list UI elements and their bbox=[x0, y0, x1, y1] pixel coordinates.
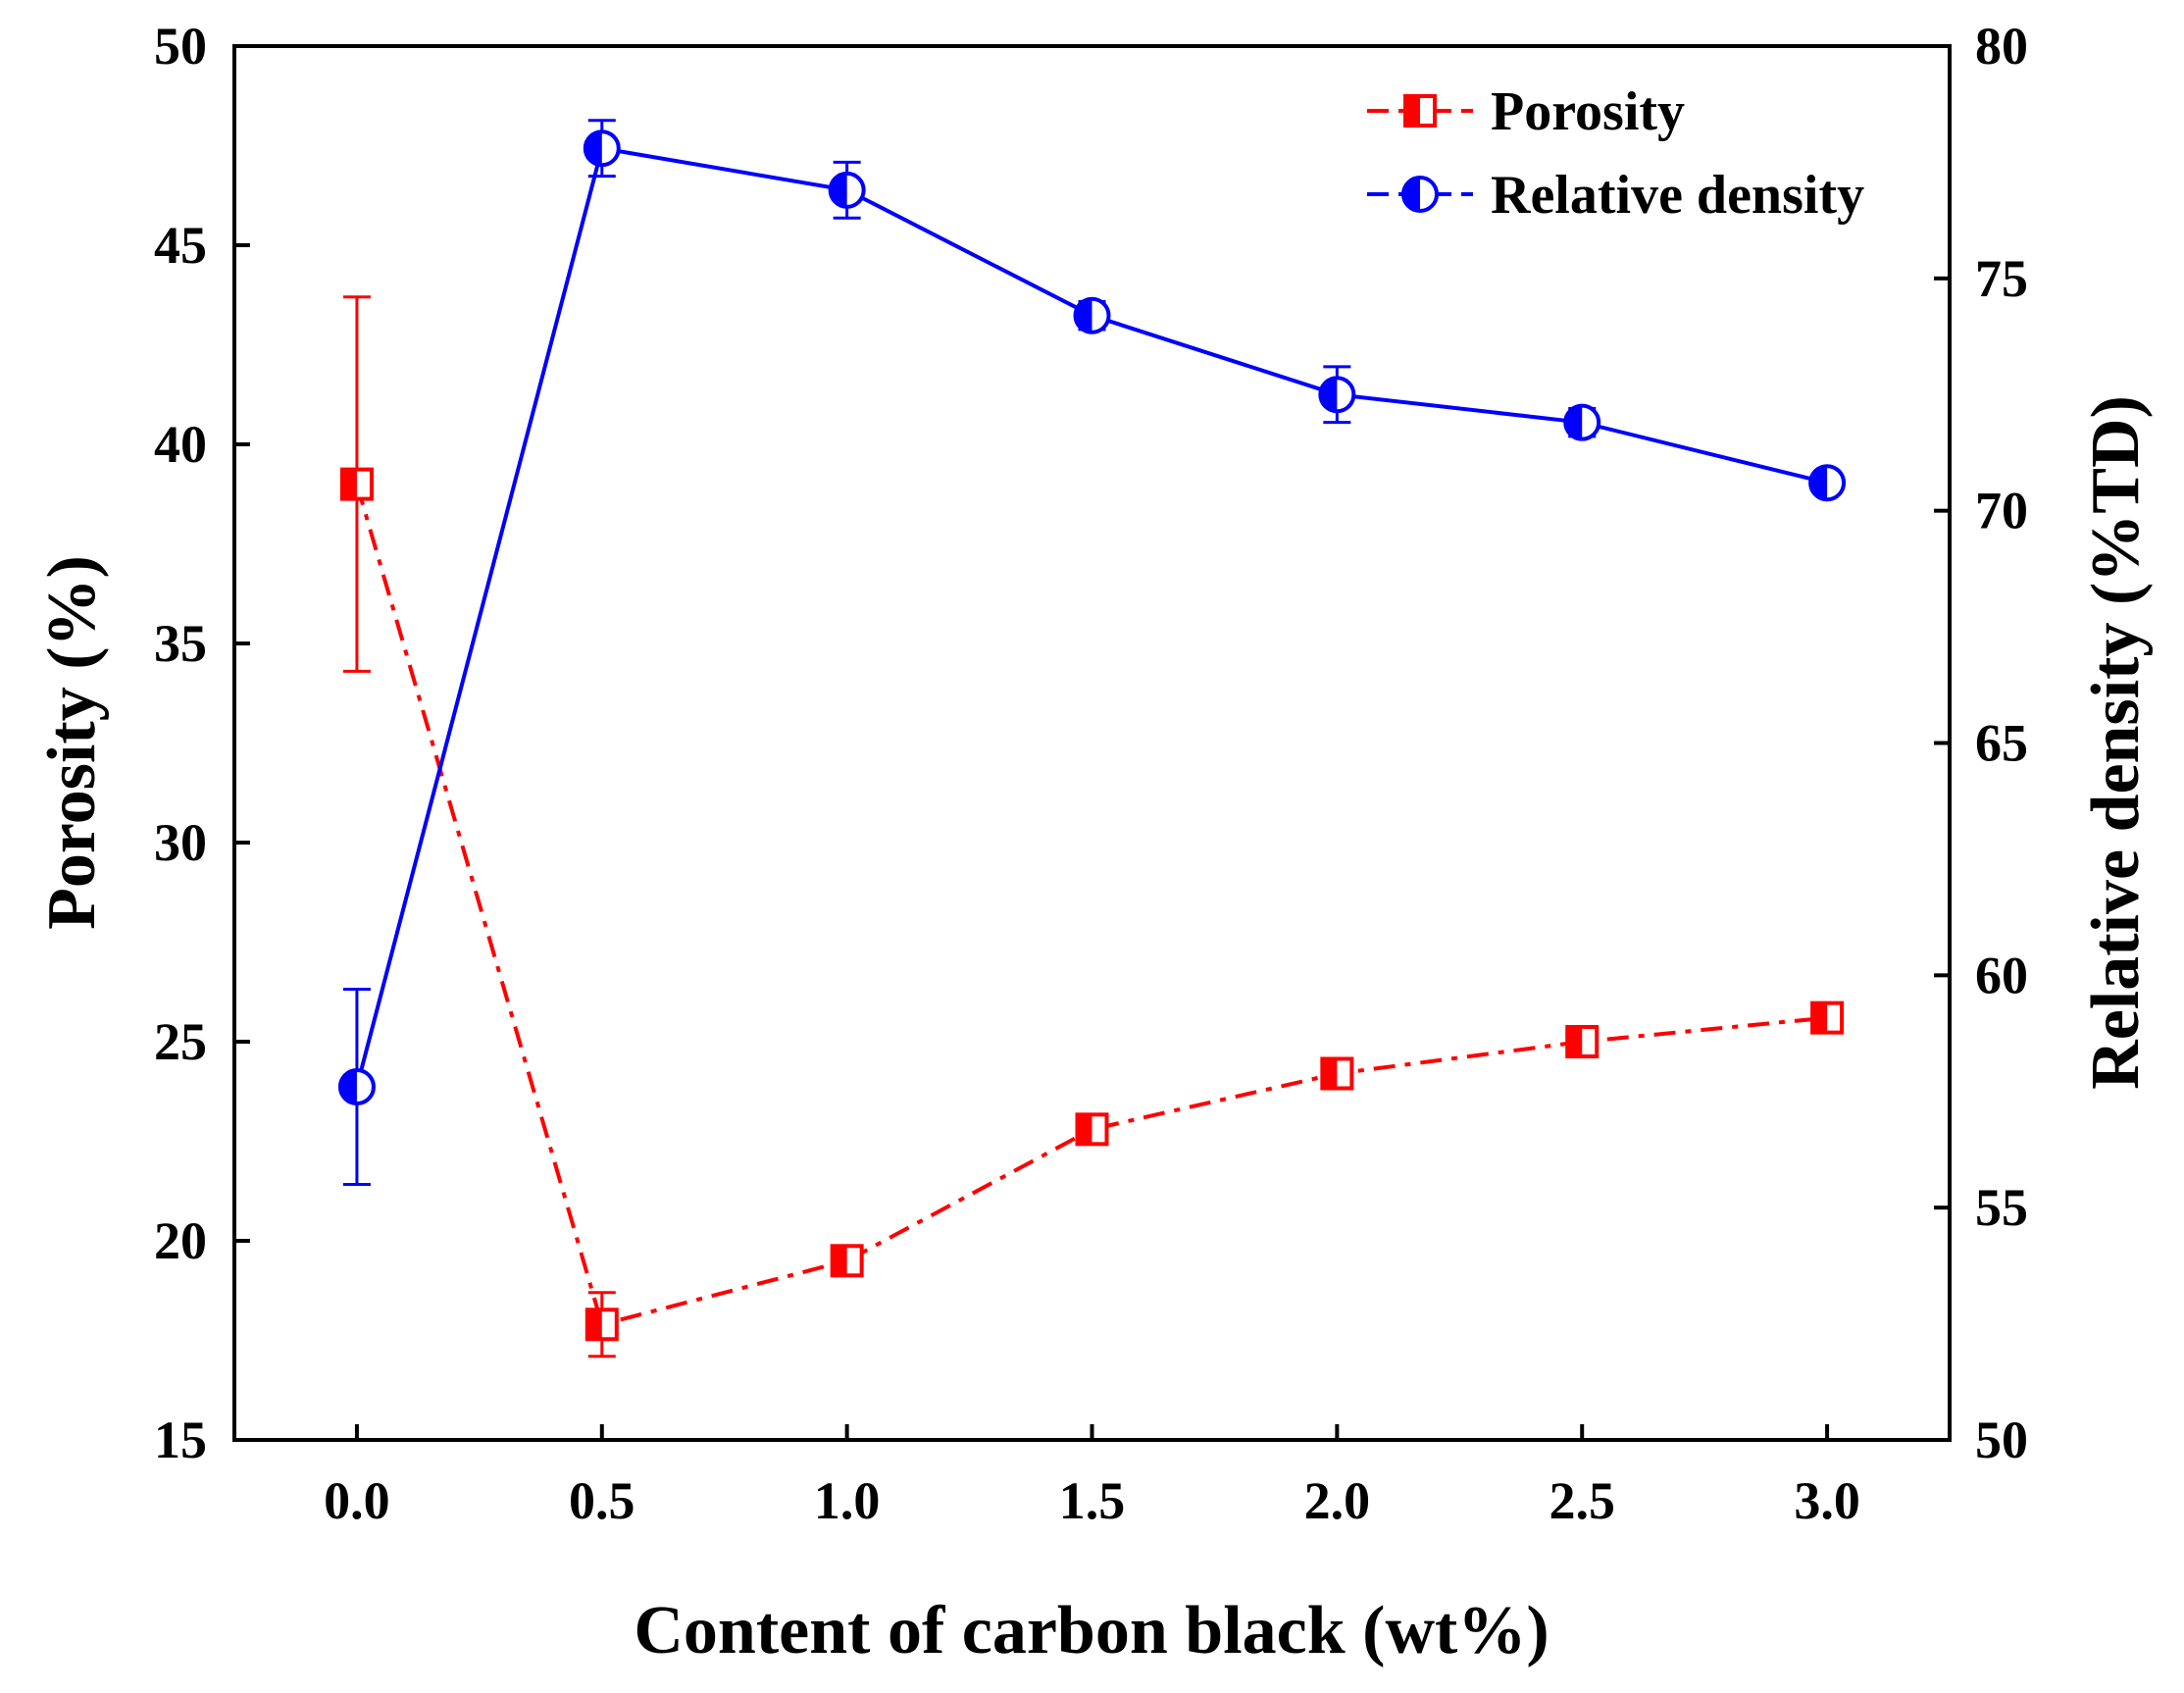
x-tick-label-1.0: 1.0 bbox=[814, 1471, 881, 1530]
relative-density-point-fill bbox=[1320, 378, 1338, 412]
y-right-tick-label-50: 50 bbox=[1975, 1411, 2028, 1469]
x-tick-label-0.5: 0.5 bbox=[569, 1471, 635, 1530]
x-tick-label-2.0: 2.0 bbox=[1304, 1471, 1371, 1530]
relative-density-point bbox=[1073, 296, 1111, 334]
y-left-tick-label-50: 50 bbox=[154, 17, 207, 76]
legend-label-porosity: Porosity bbox=[1491, 81, 1685, 142]
x-tick-label-2.5: 2.5 bbox=[1549, 1471, 1615, 1530]
y-left-tick-label-40: 40 bbox=[154, 415, 207, 474]
relative-density-point-fill bbox=[1810, 466, 1828, 500]
porosity-point bbox=[339, 467, 374, 501]
relative-density-point-fill bbox=[339, 1070, 357, 1104]
porosity-point bbox=[1565, 1025, 1600, 1058]
porosity-point-fill bbox=[1322, 1058, 1338, 1089]
y-right-tick-label-70: 70 bbox=[1975, 482, 2028, 540]
porosity-point-fill bbox=[1077, 1114, 1092, 1145]
porosity-point-fill bbox=[341, 469, 357, 499]
porosity-point bbox=[584, 1308, 619, 1342]
porosity-point-fill bbox=[586, 1309, 602, 1340]
porosity-point-fill bbox=[1812, 1002, 1828, 1033]
y-left-tick-label-45: 45 bbox=[154, 216, 207, 275]
porosity-point bbox=[1320, 1056, 1354, 1091]
porosity-point-fill bbox=[1567, 1027, 1583, 1056]
y-right-tick-label-60: 60 bbox=[1975, 946, 2028, 1004]
y-right-tick-label-75: 75 bbox=[1975, 249, 2028, 308]
porosity-point bbox=[1810, 1000, 1845, 1035]
porosity-point bbox=[830, 1244, 864, 1278]
relative-density-point bbox=[1808, 464, 1847, 502]
relative-density-point bbox=[337, 1068, 376, 1106]
legend-porosity-symbol-fill bbox=[1405, 96, 1420, 126]
relative-density-point bbox=[583, 129, 621, 168]
legend-porosity-symbol bbox=[1403, 94, 1437, 128]
legend-density-symbol-fill bbox=[1403, 178, 1420, 211]
relative-density-point-fill bbox=[1075, 298, 1092, 333]
relative-density-point-fill bbox=[1565, 405, 1583, 439]
legend-label-relative-density: Relative density bbox=[1491, 165, 1864, 226]
relative-density-point bbox=[1563, 403, 1601, 441]
legend-density-marker bbox=[1401, 176, 1439, 213]
y-axis-right-title: Relative density (%TD) bbox=[2078, 395, 2154, 1090]
x-tick-label-1.5: 1.5 bbox=[1059, 1471, 1126, 1530]
series-layer bbox=[337, 119, 1847, 1359]
y-right-tick-label-65: 65 bbox=[1975, 714, 2028, 773]
legend: Porosity Relative density bbox=[1367, 81, 1864, 226]
relative-density-point bbox=[828, 171, 866, 209]
x-tick-label-0.0: 0.0 bbox=[324, 1471, 390, 1530]
porosity-point-fill bbox=[832, 1246, 847, 1276]
y-axis-left-title: Porosity (%) bbox=[34, 555, 110, 930]
y-right-tick-label-55: 55 bbox=[1975, 1178, 2028, 1237]
x-axis-title: Content of carbon black (wt%) bbox=[634, 1593, 1549, 1668]
axes-layer: 0.0 0.5 1.0 1.5 2.0 2.5 3.0 15 20 25 30 35 40 45 50 50 5… bbox=[154, 17, 2028, 1530]
y-left-tick-label-25: 25 bbox=[154, 1012, 207, 1071]
legend-density-symbol bbox=[1401, 176, 1439, 213]
y-left-tick-label-35: 35 bbox=[154, 614, 207, 673]
y-left-tick-label-15: 15 bbox=[154, 1411, 207, 1469]
x-tick-label-3.0: 3.0 bbox=[1794, 1471, 1860, 1530]
legend-porosity-marker bbox=[1403, 94, 1437, 128]
relative-density-point bbox=[1318, 376, 1356, 414]
y-left-tick-label-20: 20 bbox=[154, 1211, 207, 1270]
relative-density-point-fill bbox=[584, 131, 602, 166]
relative-density-point-fill bbox=[830, 173, 847, 207]
y-left-tick-label-30: 30 bbox=[154, 813, 207, 872]
y-right-tick-label-80: 80 bbox=[1975, 17, 2028, 76]
porosity-point bbox=[1075, 1112, 1109, 1147]
